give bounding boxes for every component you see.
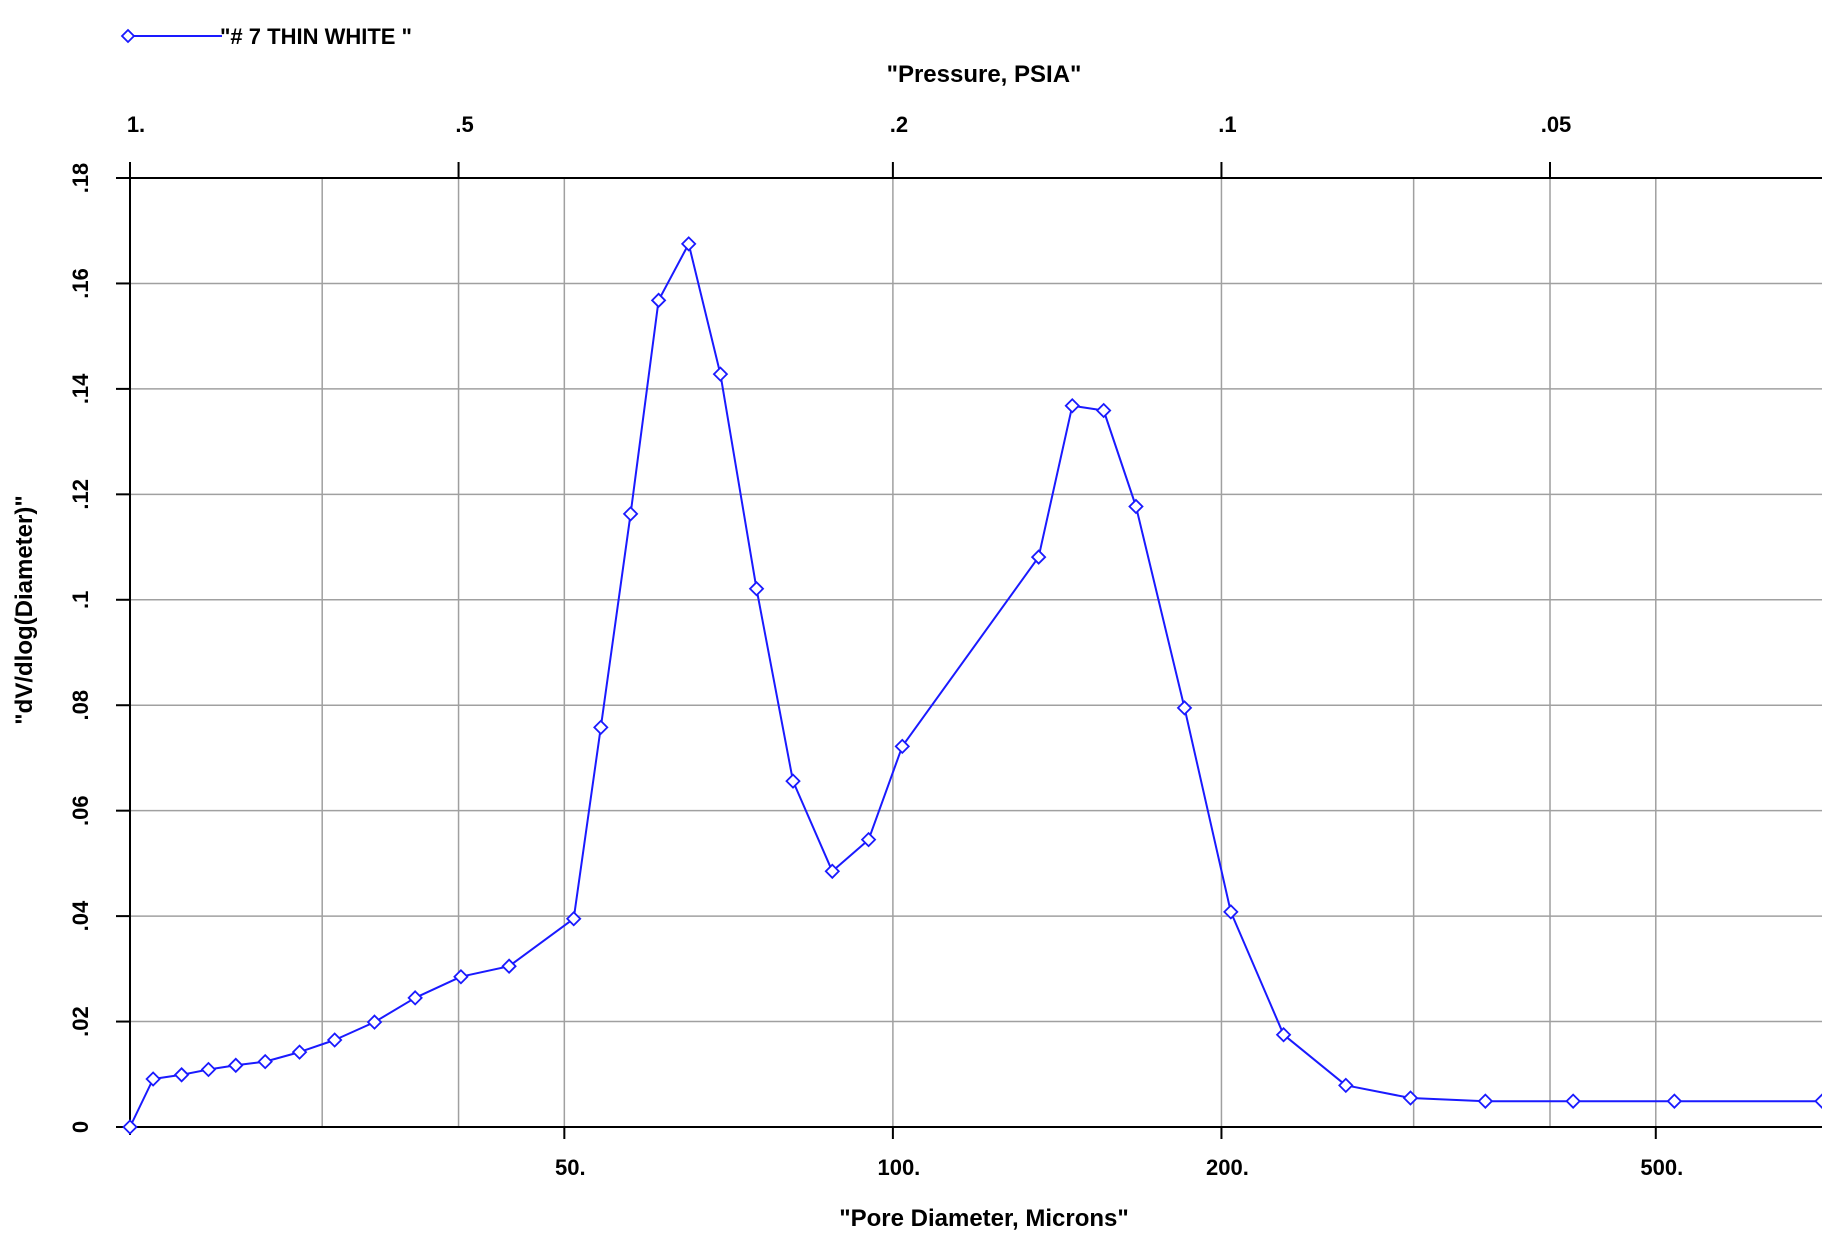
y-tick-label: .04 — [68, 900, 93, 931]
data-point-marker — [1402, 1090, 1419, 1106]
data-point-marker — [565, 910, 582, 927]
data-point-marker — [173, 1067, 190, 1083]
data-point-marker — [145, 1071, 161, 1087]
data-point-marker — [824, 863, 841, 880]
data-point-marker — [1176, 700, 1193, 716]
top-tick-label: .1 — [1218, 112, 1236, 137]
y-tick-label: 0 — [68, 1121, 93, 1133]
data-point-marker — [200, 1061, 217, 1078]
x-tick-label: 200. — [1206, 1155, 1249, 1180]
data-point-marker — [1338, 1077, 1354, 1094]
y-tick-label: .12 — [68, 479, 93, 510]
x-tick-label: 50. — [555, 1155, 586, 1180]
top-axis-title: "Pressure, PSIA" — [887, 61, 1082, 88]
x-tick-label: 500. — [1640, 1155, 1683, 1180]
x-tick-label: 100. — [877, 1155, 920, 1180]
legend-marker — [120, 28, 136, 44]
y-tick-label: .08 — [68, 690, 93, 721]
legend-label: "# 7 THIN WHITE " — [220, 24, 412, 49]
data-series — [122, 236, 1822, 1135]
data-point-marker — [650, 292, 667, 309]
data-point-marker — [501, 958, 517, 974]
data-point-marker — [291, 1044, 308, 1060]
y-axis-title: "dV/dlog(Diameter)" — [11, 495, 38, 724]
y-tick-label: .1 — [68, 591, 93, 609]
axes — [116, 162, 1822, 1139]
top-tick-label: 1. — [127, 112, 145, 137]
data-point-marker — [366, 1014, 383, 1030]
data-point-marker — [680, 236, 697, 252]
data-point-marker — [122, 1119, 138, 1135]
data-point-marker — [712, 366, 729, 382]
data-point-marker — [1030, 549, 1047, 565]
x-axis-title: "Pore Diameter, Microns" — [839, 1205, 1129, 1232]
data-point-marker — [326, 1032, 343, 1048]
data-point-marker — [1128, 498, 1144, 515]
data-point-marker — [785, 773, 801, 789]
y-tick-label: .16 — [68, 268, 93, 299]
data-point-marker — [593, 719, 609, 736]
top-tick-label: .05 — [1541, 112, 1572, 137]
y-tick-label: .02 — [68, 1006, 93, 1037]
series-line — [129, 242, 1822, 1128]
data-point-marker — [1814, 1093, 1822, 1109]
grid-lines — [130, 177, 1822, 1127]
y-tick-label: .06 — [68, 795, 93, 826]
data-point-marker — [1064, 397, 1081, 414]
data-point-marker — [407, 990, 423, 1006]
data-point-marker — [1666, 1093, 1683, 1109]
data-point-marker — [453, 968, 469, 985]
data-point-marker — [1095, 402, 1112, 419]
data-point-marker — [1565, 1093, 1581, 1109]
top-tick-label: .2 — [890, 112, 908, 137]
top-tick-label: .5 — [455, 112, 473, 137]
data-point-marker — [748, 580, 765, 597]
legend: "# 7 THIN WHITE " — [120, 24, 412, 49]
y-tick-label: .14 — [68, 373, 93, 404]
data-point-marker — [860, 831, 877, 848]
data-point-marker — [1477, 1093, 1494, 1109]
data-point-marker — [622, 506, 639, 522]
y-tick-label: .18 — [68, 163, 93, 194]
tick-labels: 0 .02 .04 .06 .08 .1 .12 .14 .16 .18 50. 100. 200. 50… — [68, 112, 1683, 1180]
data-point-marker — [1275, 1026, 1292, 1043]
data-point-marker — [894, 738, 911, 755]
data-point-marker — [257, 1053, 273, 1070]
data-point-marker — [228, 1057, 244, 1074]
data-point-marker — [1223, 904, 1239, 920]
